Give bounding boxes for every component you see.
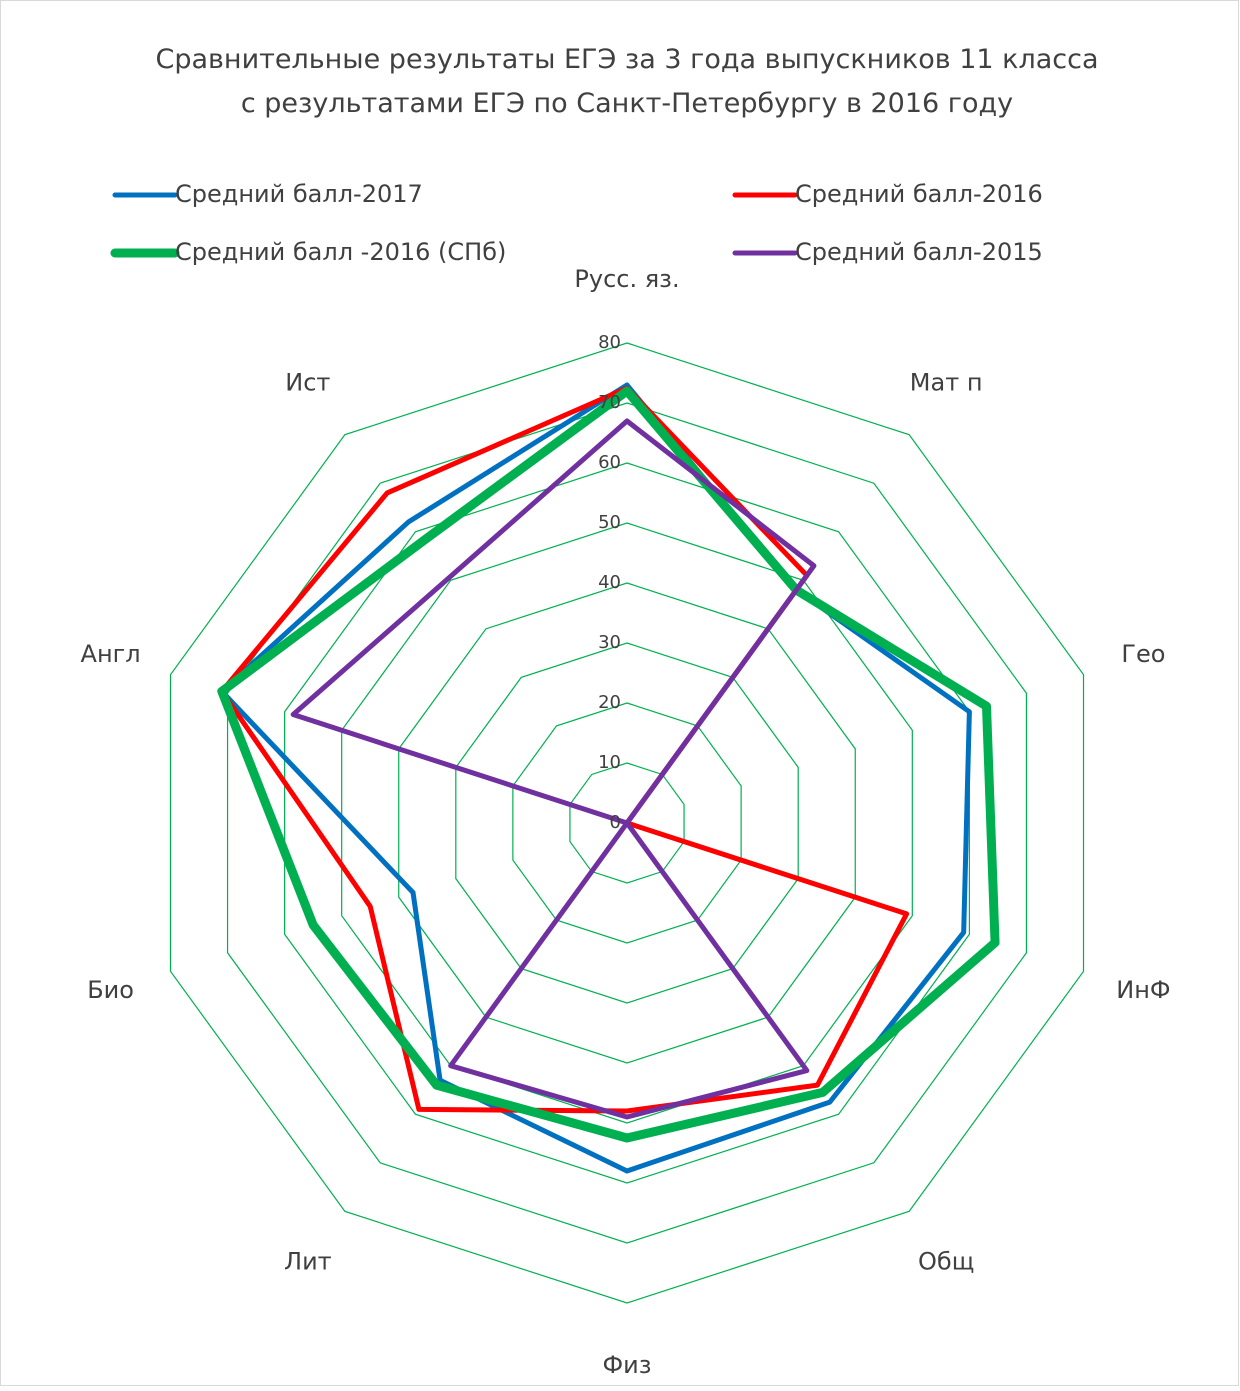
grid-line (398, 582, 856, 1064)
category-label: Ист (285, 369, 330, 397)
series-line (219, 382, 972, 1174)
series-line (290, 418, 817, 1120)
category-label: Гео (1121, 640, 1165, 668)
grid-line (341, 522, 913, 1124)
legend-label: Средний балл-2017 (175, 180, 423, 208)
y-tick-label: 60 (598, 452, 621, 473)
y-tick-label: 40 (598, 572, 621, 593)
category-label: Англ (81, 640, 141, 668)
y-tick-label: 0 (610, 812, 621, 833)
y-tick-label: 30 (598, 632, 621, 653)
grid-line (569, 762, 685, 884)
category-label: Общ (918, 1247, 974, 1275)
y-tick-label: 20 (598, 692, 621, 713)
y-tick-label: 50 (598, 512, 621, 533)
y-tick-label: 70 (598, 392, 621, 413)
legend-label: Средний балл-2015 (795, 238, 1043, 266)
chart-title: Сравнительные результаты ЕГЭ за 3 года в… (155, 44, 1098, 119)
category-label: Лит (284, 1247, 332, 1275)
grid-line (512, 702, 742, 944)
grid-line (455, 642, 799, 1004)
legend-label: Средний балл -2016 (СПб) (175, 238, 506, 266)
y-tick-label: 10 (598, 752, 621, 773)
y-tick-label: 80 (598, 332, 621, 353)
legend-label: Средний балл-2016 (795, 180, 1043, 208)
category-label: Русс. яз. (574, 265, 679, 293)
category-label: Физ (602, 1351, 651, 1379)
category-label: ИнФ (1116, 976, 1170, 1004)
category-label: Био (87, 976, 134, 1004)
category-label: Мат п (910, 369, 983, 397)
series-line (217, 386, 1000, 1143)
grid-line (169, 342, 1085, 1304)
grid-line (284, 462, 970, 1184)
